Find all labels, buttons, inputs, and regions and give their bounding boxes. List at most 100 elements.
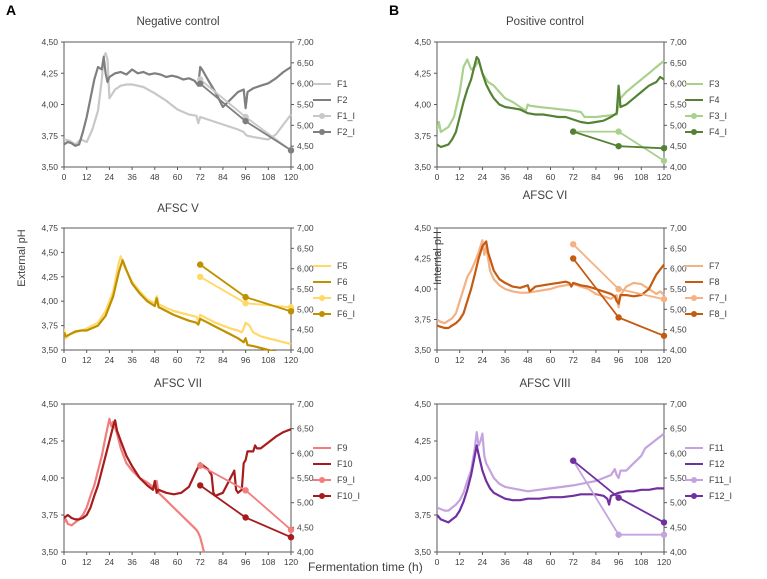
y-tick-label-right: 4,50 <box>670 522 687 532</box>
x-tick-label: 0 <box>62 557 67 567</box>
y-tick-label-left: 3,50 <box>41 345 58 355</box>
series-line-f8-i <box>572 257 665 337</box>
data-point-f5-i <box>242 300 249 307</box>
chart-title: AFSC VI <box>523 190 568 202</box>
y-tick-label-right: 4,50 <box>670 325 687 335</box>
x-tick-label: 12 <box>82 172 92 182</box>
x-tick-label: 108 <box>261 557 275 567</box>
y-tick-label-right: 5,50 <box>297 284 314 294</box>
y-tick-label-right: 5,50 <box>670 473 687 483</box>
legend-label: F9_I <box>337 475 355 485</box>
data-point-f11-i <box>660 531 668 538</box>
y-tick-label-left: 3,50 <box>41 547 58 557</box>
chart-panel-4: AFSC VI 0 12 24 36 48 60 72 84 96 108 120 3,50 3,75 4,… <box>414 190 727 365</box>
chart-title: Positive control <box>506 16 584 28</box>
y-tick-label-left: 4,25 <box>41 272 58 282</box>
x-tick-label: 60 <box>546 172 556 182</box>
chart-title: AFSC V <box>157 203 199 215</box>
x-tick-label: 108 <box>261 355 275 365</box>
data-point-f6-i <box>197 261 204 268</box>
x-tick-label: 108 <box>261 172 275 182</box>
y-tick-label-left: 4,50 <box>41 37 58 47</box>
chart-panel-2: Positive control 0 12 24 36 48 60 72 84 96 108 120 3… <box>414 16 727 182</box>
data-point-f3-i <box>660 157 668 164</box>
legend-marker <box>691 311 697 317</box>
y-tick-label-right: 6,00 <box>670 79 687 89</box>
data-point-f5-i <box>197 273 204 280</box>
y-tick-label-right: 4,00 <box>297 345 314 355</box>
y-tick-label-right: 5,50 <box>297 473 314 483</box>
x-tick-label: 0 <box>62 172 67 182</box>
x-tick-label: 0 <box>62 355 67 365</box>
legend-label: F4_I <box>709 127 727 137</box>
x-tick-label: 96 <box>241 557 251 567</box>
legend-marker <box>691 477 697 483</box>
y-tick-label-left: 4,00 <box>414 284 431 294</box>
legend-label: F5 <box>337 261 348 271</box>
legend-marker <box>319 129 325 135</box>
legend-label: F1 <box>337 79 348 89</box>
series-line-f10 <box>64 419 292 521</box>
data-point-f9-i <box>287 526 295 533</box>
y-tick-label-right: 5,00 <box>670 120 687 130</box>
y-tick-label-right: 6,50 <box>297 58 314 68</box>
data-point-f8-i <box>660 332 668 339</box>
y-tick-label-right: 5,50 <box>670 284 687 294</box>
x-tick-label: 72 <box>568 355 578 365</box>
x-tick-label: 84 <box>218 557 228 567</box>
y-tick-label-left: 4,25 <box>41 436 58 446</box>
x-tick-label: 24 <box>105 557 115 567</box>
legend-marker <box>691 113 697 119</box>
x-tick-label: 24 <box>105 172 115 182</box>
y-tick-label-right: 4,50 <box>297 141 314 151</box>
x-tick-label: 48 <box>150 355 160 365</box>
legend-label: F2_I <box>337 127 355 137</box>
chart-panel-1: Negative control 0 12 24 36 48 60 72 84 96 108 120 3… <box>41 16 355 182</box>
series-line-f8 <box>437 240 665 330</box>
data-point-f10-i <box>197 482 204 489</box>
panel-label-b: B <box>389 2 400 18</box>
x-tick-label: 48 <box>150 557 160 567</box>
panel-label-a: A <box>6 2 17 18</box>
data-point-f12-i <box>660 519 668 526</box>
y-tick-label-right: 4,50 <box>297 325 314 335</box>
legend-label: F5_I <box>337 293 355 303</box>
data-point-f6-i <box>242 293 249 301</box>
y-tick-label-left: 4,50 <box>414 37 431 47</box>
x-tick-label: 120 <box>657 355 671 365</box>
y-tick-label-right: 6,50 <box>297 243 314 253</box>
x-tick-label: 120 <box>657 557 671 567</box>
x-tick-label: 0 <box>435 557 440 567</box>
x-tick-label: 84 <box>591 355 601 365</box>
x-tick-label: 72 <box>195 172 205 182</box>
series-line-f1 <box>64 52 292 146</box>
y-tick-label-right: 6,00 <box>297 79 314 89</box>
data-point-f7-i <box>570 241 577 248</box>
legend-label: F8 <box>709 277 720 287</box>
x-tick-label: 60 <box>546 557 556 567</box>
data-point-f12-i <box>570 457 577 464</box>
data-point-f10-i <box>242 514 249 521</box>
x-tick-label: 36 <box>127 355 137 365</box>
y-tick-label-left: 4,50 <box>414 223 431 233</box>
y-tick-label-right: 7,00 <box>670 37 687 47</box>
y-tick-label-left: 4,25 <box>414 254 431 264</box>
x-tick-label: 36 <box>500 172 510 182</box>
y-tick-label-right: 7,00 <box>670 399 687 409</box>
y-tick-label-left: 3,50 <box>414 162 431 172</box>
x-tick-label: 12 <box>82 557 92 567</box>
legend-label: F3_I <box>709 111 727 121</box>
y-tick-label-left: 3,75 <box>41 131 58 141</box>
x-tick-label: 120 <box>284 172 298 182</box>
series-line-f12-i <box>572 460 665 524</box>
x-tick-label: 84 <box>218 355 228 365</box>
x-tick-label: 36 <box>127 557 137 567</box>
y-axis-title-left: External pH <box>16 229 28 287</box>
x-tick-label: 0 <box>435 355 440 365</box>
legend-label: F10 <box>337 459 353 469</box>
y-axis-title-right: Internal pH <box>432 231 444 285</box>
y-tick-label-right: 5,00 <box>297 498 314 508</box>
y-tick-label-right: 6,50 <box>297 424 314 434</box>
y-tick-label-right: 5,00 <box>670 304 687 314</box>
series-line-f6 <box>64 259 277 351</box>
